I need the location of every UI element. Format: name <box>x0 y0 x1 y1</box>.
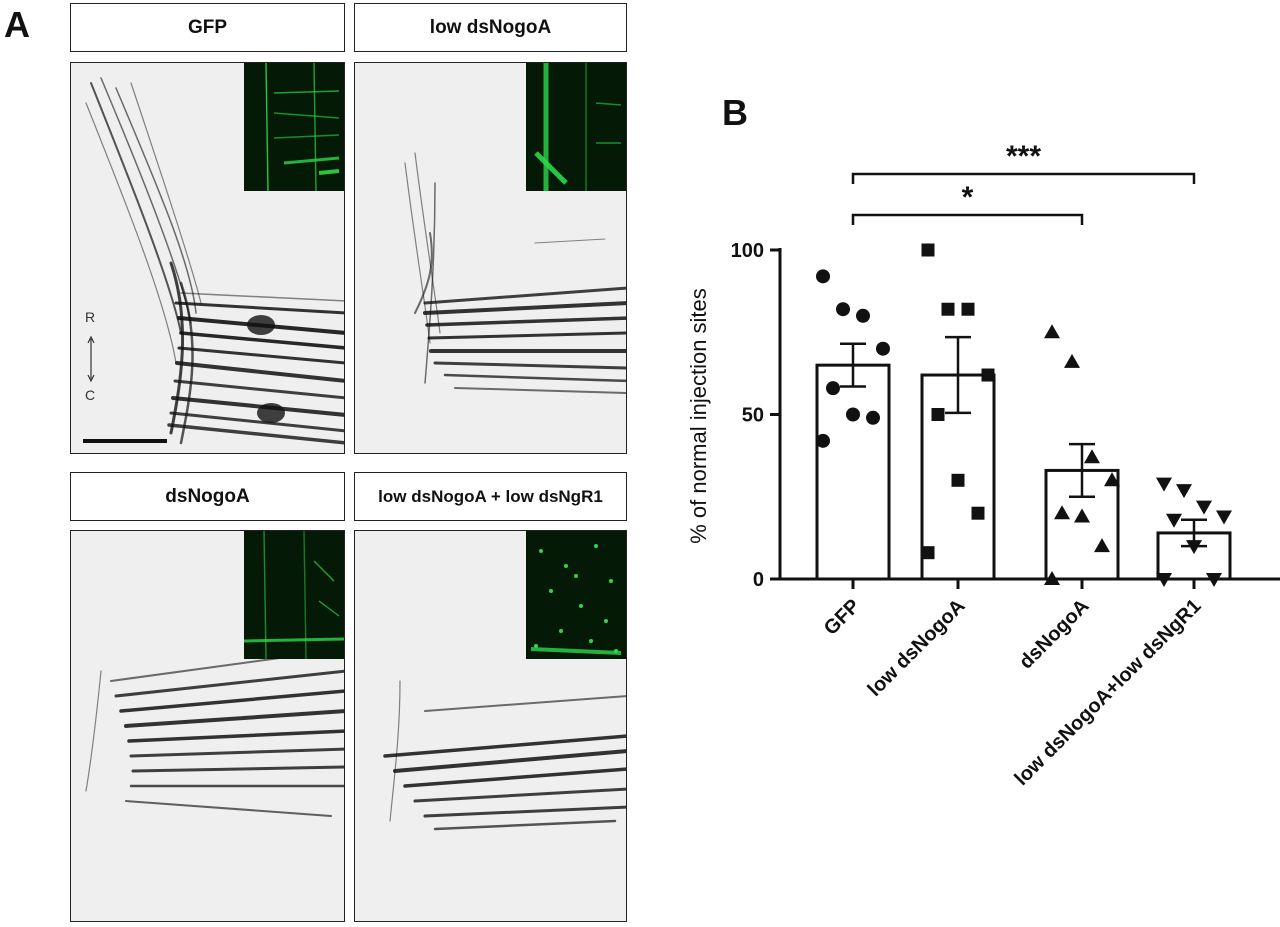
data-point <box>951 473 965 487</box>
data-point <box>971 506 985 520</box>
data-point <box>931 408 945 421</box>
axon-image-low-dsnogoa-low-dsngr1 <box>383 680 626 831</box>
data-point <box>816 433 830 448</box>
data-point <box>961 302 975 316</box>
data-point <box>1054 505 1070 520</box>
data-point <box>1074 508 1090 523</box>
data-point <box>846 407 860 422</box>
data-point <box>1084 449 1100 464</box>
data-point <box>1094 538 1110 553</box>
data-point <box>816 269 830 284</box>
y-tick-label: 50 <box>742 405 764 427</box>
low-dsnogoa-fluorescence-inset <box>526 63 626 191</box>
data-point <box>981 368 995 382</box>
data-point <box>1166 513 1182 528</box>
low-dsnogoa-low-dsngr1-fluorescence-inset <box>526 531 626 659</box>
significance-label: *** <box>1006 140 1041 173</box>
data-point <box>921 243 935 257</box>
data-point <box>921 546 935 560</box>
x-tick-label: low dsNogoA+low dsNgR1 <box>1010 595 1205 790</box>
panel-b-letter: B <box>722 92 748 133</box>
significance-label: * <box>962 181 974 214</box>
data-point <box>1044 324 1060 339</box>
condition-label-low-dsnogoa: low dsNogoA <box>354 3 627 52</box>
data-point <box>1044 571 1060 585</box>
panel-a-letter: A <box>4 4 30 45</box>
data-point <box>826 381 840 396</box>
data-point <box>1176 484 1192 499</box>
data-point <box>1196 500 1212 515</box>
x-tick-label: dsNogoA <box>1015 595 1093 673</box>
x-tick-label: GFP <box>820 595 865 640</box>
significance-bracket <box>851 172 1196 184</box>
gfp-fluorescence-inset <box>244 63 344 191</box>
data-point <box>866 410 880 425</box>
data-point <box>1156 573 1172 587</box>
y-tick-label: 0 <box>753 569 764 591</box>
axon-image-low-dsnogoa <box>404 152 626 394</box>
orientation-caudal-label: C <box>85 387 96 403</box>
significance-bracket <box>851 213 1084 225</box>
micrograph-low-dsnogoa <box>354 62 627 454</box>
data-point <box>856 308 870 323</box>
condition-label-low-dsnogoa-low-dsngr1: low dsNogoA + low dsNgR1 <box>354 472 627 521</box>
axon-image-gfp <box>83 77 344 445</box>
orientation-rostral-label: R <box>85 309 96 325</box>
y-axis-label: % of normal injection sites <box>686 288 711 544</box>
micrograph-low-dsnogoa-low-dsngr1 <box>354 530 627 922</box>
x-tick-label: low dsNogoA <box>864 595 970 701</box>
micrograph-gfp: R C <box>70 62 345 454</box>
bar <box>815 363 891 581</box>
micrograph-dsnogoa <box>70 530 345 922</box>
data-point <box>1064 353 1080 368</box>
condition-label-dsnogoa: dsNogoA <box>70 472 345 521</box>
y-tick-label: 100 <box>731 240 764 262</box>
data-point <box>1216 510 1232 525</box>
data-point <box>941 302 955 316</box>
data-point <box>836 302 850 317</box>
data-point <box>1186 540 1202 555</box>
data-point <box>1206 573 1222 587</box>
condition-label-gfp: GFP <box>70 3 345 52</box>
data-point <box>1156 477 1172 492</box>
data-point <box>876 341 890 356</box>
dsnogoa-fluorescence-inset <box>244 531 344 659</box>
axon-image-dsnogoa <box>85 648 344 817</box>
data-point <box>1104 472 1120 487</box>
orientation-arrow-icon <box>87 335 95 383</box>
